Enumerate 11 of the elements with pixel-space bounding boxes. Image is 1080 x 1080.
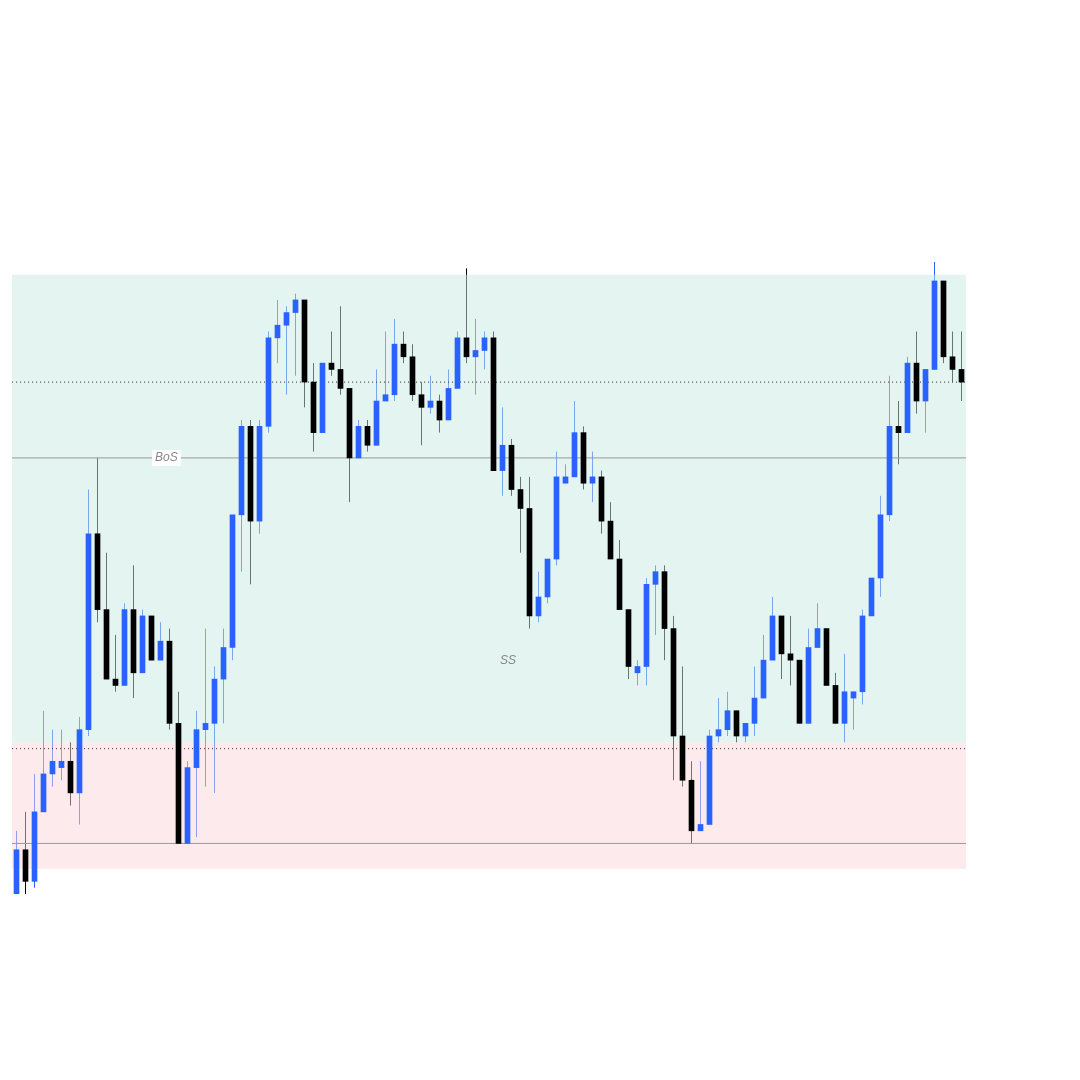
candlestick — [814, 602, 821, 649]
candlestick — [652, 564, 659, 636]
annotation: SS — [500, 652, 517, 667]
candlestick — [949, 331, 956, 383]
candlestick — [337, 305, 344, 396]
candlestick — [283, 305, 290, 396]
candlestick — [418, 381, 425, 446]
candlestick — [724, 691, 731, 737]
candlestick — [364, 419, 371, 453]
ref-line-label: BoS — [155, 450, 178, 465]
candlestick — [517, 476, 524, 554]
